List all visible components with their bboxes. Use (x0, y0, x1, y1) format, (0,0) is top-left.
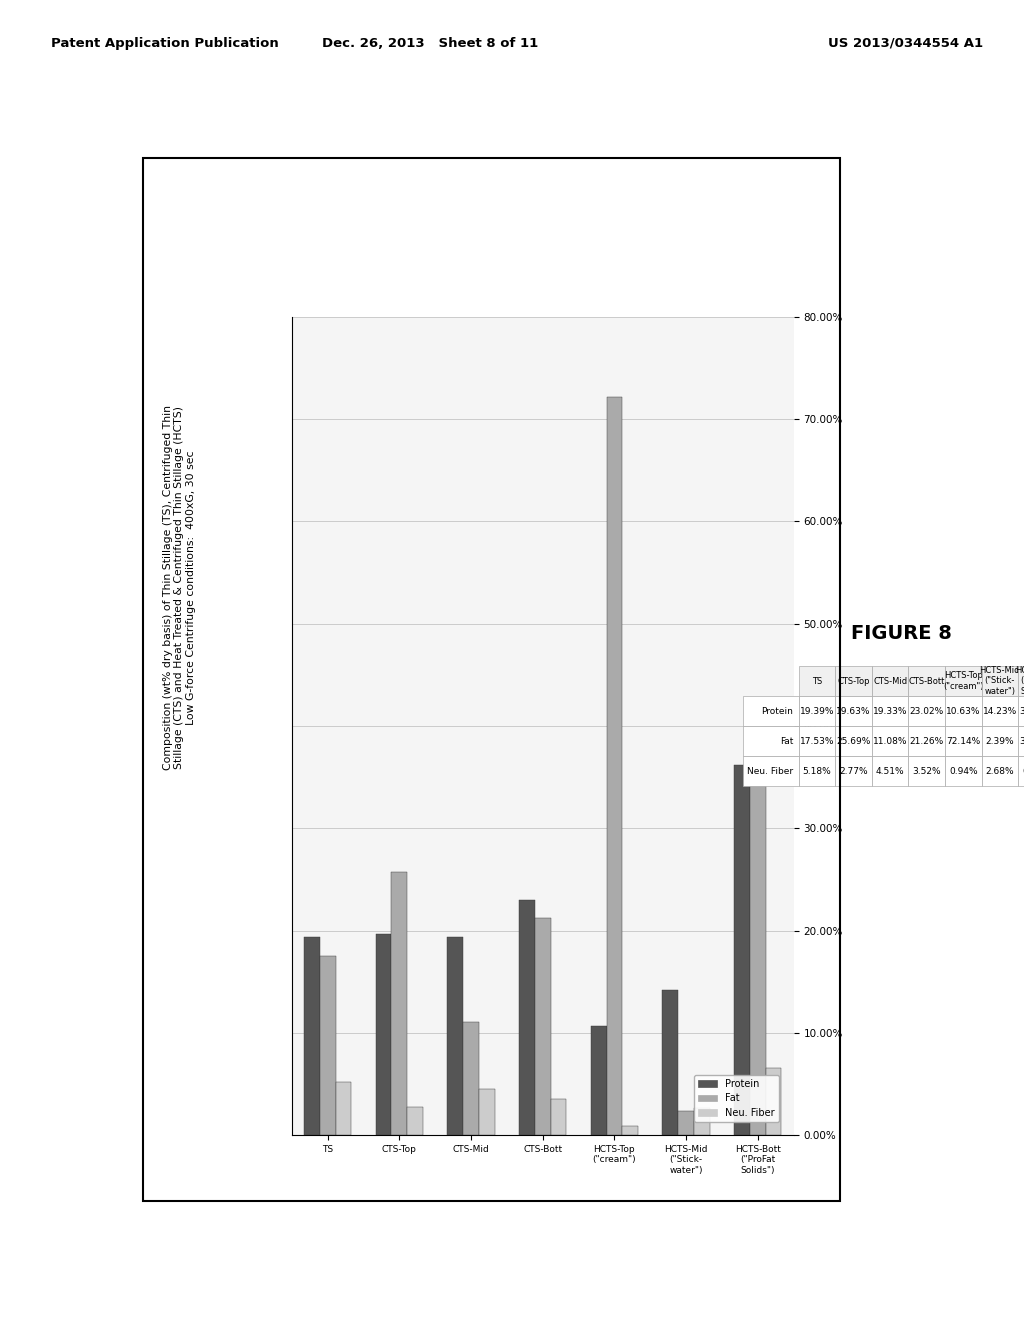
Bar (734, 766, 750, 1135)
Bar (319, 956, 336, 1135)
Text: US 2013/0344554 A1: US 2013/0344554 A1 (828, 37, 983, 50)
Bar (623, 1126, 638, 1135)
Bar (408, 1107, 423, 1135)
Text: Dec. 26, 2013   Sheet 8 of 11: Dec. 26, 2013 Sheet 8 of 11 (322, 37, 539, 50)
Bar (376, 935, 391, 1135)
Bar (479, 1089, 495, 1135)
Y-axis label: Axis Title: Axis Title (849, 701, 859, 751)
Bar (663, 990, 678, 1135)
Bar (304, 937, 319, 1135)
Legend: Protein, Fat, Neu. Fiber: Protein, Fat, Neu. Fiber (694, 1074, 778, 1122)
Bar (766, 1068, 781, 1135)
Bar (447, 937, 463, 1135)
Bar (678, 1110, 694, 1135)
Text: Composition (wt% dry basis) of Thin Stillage (TS), Centrifuged Thin
Stillage (CT: Composition (wt% dry basis) of Thin Stil… (163, 405, 196, 770)
Bar (551, 1100, 566, 1135)
Bar (336, 1082, 351, 1135)
Bar (519, 900, 535, 1135)
Bar (750, 785, 766, 1135)
Bar (535, 917, 551, 1135)
Text: FIGURE 8: FIGURE 8 (851, 624, 951, 643)
Bar (694, 1107, 710, 1135)
Bar (591, 1027, 606, 1135)
Bar (391, 873, 408, 1135)
Bar (463, 1022, 479, 1135)
Text: Patent Application Publication: Patent Application Publication (51, 37, 279, 50)
Bar (606, 397, 623, 1135)
